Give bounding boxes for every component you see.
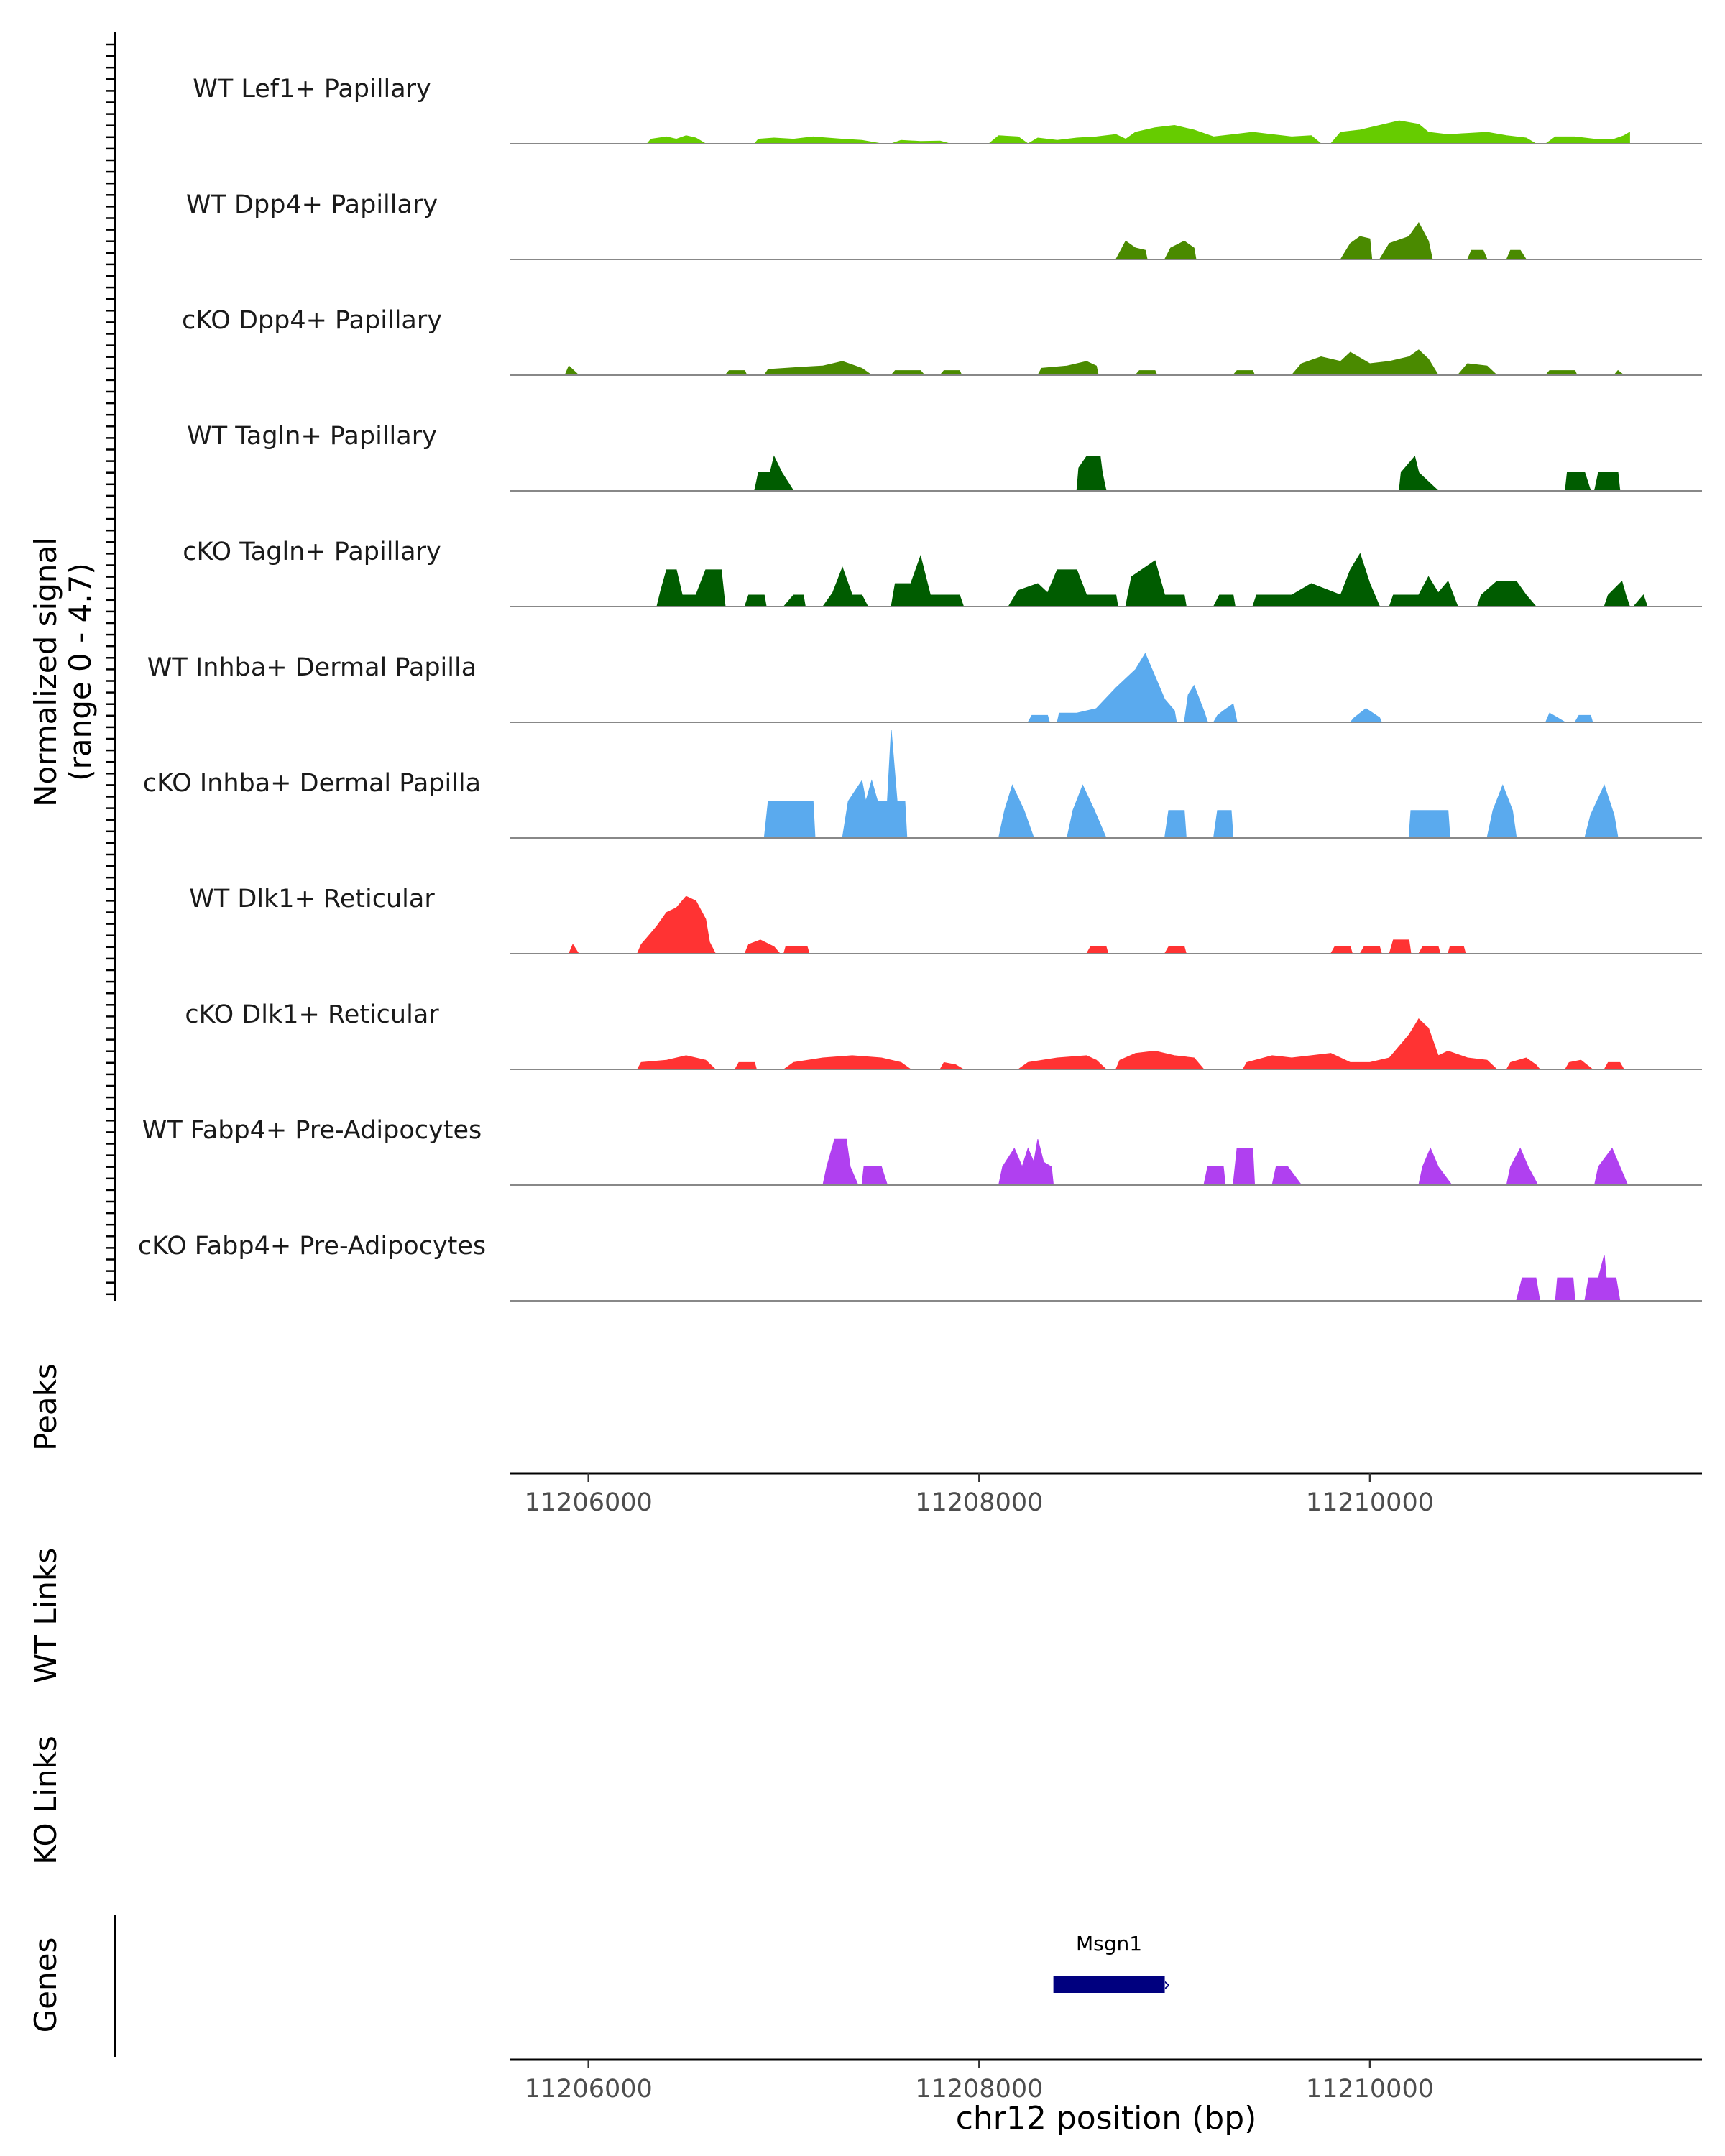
- gene-model: › Msgn1: [1053, 1932, 1171, 1996]
- coverage-track: WT Fabp4+ Pre-Adipocytes: [142, 1116, 1702, 1186]
- ko-links-track-label: KO Links: [28, 1736, 63, 1865]
- coverage-area: [656, 553, 1648, 607]
- signal-axis-title: Normalized signal: [28, 537, 63, 807]
- peaks-track-label: Peaks: [28, 1363, 63, 1451]
- gene-name: Msgn1: [1076, 1932, 1142, 1955]
- wt-links-track-label: WT Links: [28, 1548, 63, 1683]
- coverage-track: WT Inhba+ Dermal Papilla: [147, 653, 1702, 723]
- coverage-track: cKO Dpp4+ Papillary: [182, 306, 1702, 376]
- track-label: cKO Inhba+ Dermal Papilla: [143, 769, 481, 798]
- coverage-track: WT Lef1+ Papillary: [193, 75, 1702, 144]
- gene-annotations: › Msgn1: [1053, 1932, 1171, 1996]
- coverage-area: [568, 895, 1466, 954]
- coverage-area: [822, 1138, 1629, 1186]
- coverage-area: [763, 729, 1619, 839]
- track-label: WT Lef1+ Papillary: [193, 75, 431, 103]
- coverage-area: [636, 1018, 1625, 1070]
- peaks-x-axis-ticks: 11206000 11208000 11210000: [525, 1473, 1434, 1517]
- genes-x-tick-label: 11210000: [1306, 2075, 1434, 2104]
- track-label: cKO Dlk1+ Reticular: [185, 1000, 439, 1029]
- coverage-area: [1027, 653, 1593, 723]
- peaks-x-tick-label: 11210000: [1306, 1488, 1434, 1517]
- track-label: WT Dpp4+ Papillary: [186, 190, 438, 219]
- peaks-x-tick-label: 11208000: [915, 1488, 1043, 1517]
- coverage-track: cKO Tagln+ Papillary: [183, 538, 1702, 607]
- track-label: cKO Fabp4+ Pre-Adipocytes: [138, 1232, 486, 1261]
- coverage-area: [754, 455, 1621, 492]
- coverage-tracks: WT Lef1+ Papillary WT Dpp4+ Papillary cKO …: [138, 75, 1702, 1302]
- gene-strand-arrow: ›: [1164, 1974, 1171, 1996]
- signal-axis-range: (range 0 - 4.7): [63, 563, 98, 781]
- coverage-track: WT Tagln+ Papillary: [187, 422, 1702, 492]
- coverage-area: [564, 349, 1625, 376]
- track-label: WT Fabp4+ Pre-Adipocytes: [142, 1116, 482, 1145]
- track-label: cKO Dpp4+ Papillary: [182, 306, 442, 335]
- genes-x-tick-label: 11208000: [915, 2075, 1043, 2104]
- coverage-track: cKO Dlk1+ Reticular: [185, 1000, 1702, 1070]
- coverage-area: [646, 120, 1630, 144]
- coverage-track: WT Dlk1+ Reticular: [189, 885, 1702, 954]
- coverage-track: WT Dpp4+ Papillary: [186, 190, 1702, 260]
- track-label: WT Tagln+ Papillary: [187, 422, 437, 451]
- track-label: cKO Tagln+ Papillary: [183, 538, 441, 566]
- track-label: WT Inhba+ Dermal Papilla: [147, 653, 477, 682]
- x-axis-title: chr12 position (bp): [956, 2100, 1257, 2137]
- coverage-track: cKO Inhba+ Dermal Papilla: [143, 729, 1702, 839]
- coverage-track: cKO Fabp4+ Pre-Adipocytes: [138, 1232, 1702, 1302]
- track-label: WT Dlk1+ Reticular: [189, 885, 435, 913]
- gene-body: [1053, 1976, 1165, 1993]
- coverage-area: [1115, 221, 1527, 260]
- peaks-x-tick-label: 11206000: [525, 1488, 653, 1517]
- signal-axis-ticks: [106, 43, 115, 1296]
- genes-track-label: Genes: [28, 1938, 63, 2033]
- coverage-area: [1516, 1255, 1621, 1302]
- genes-x-axis-ticks: 11206000 11208000 11210000: [525, 2060, 1434, 2104]
- genes-x-tick-label: 11206000: [525, 2075, 653, 2104]
